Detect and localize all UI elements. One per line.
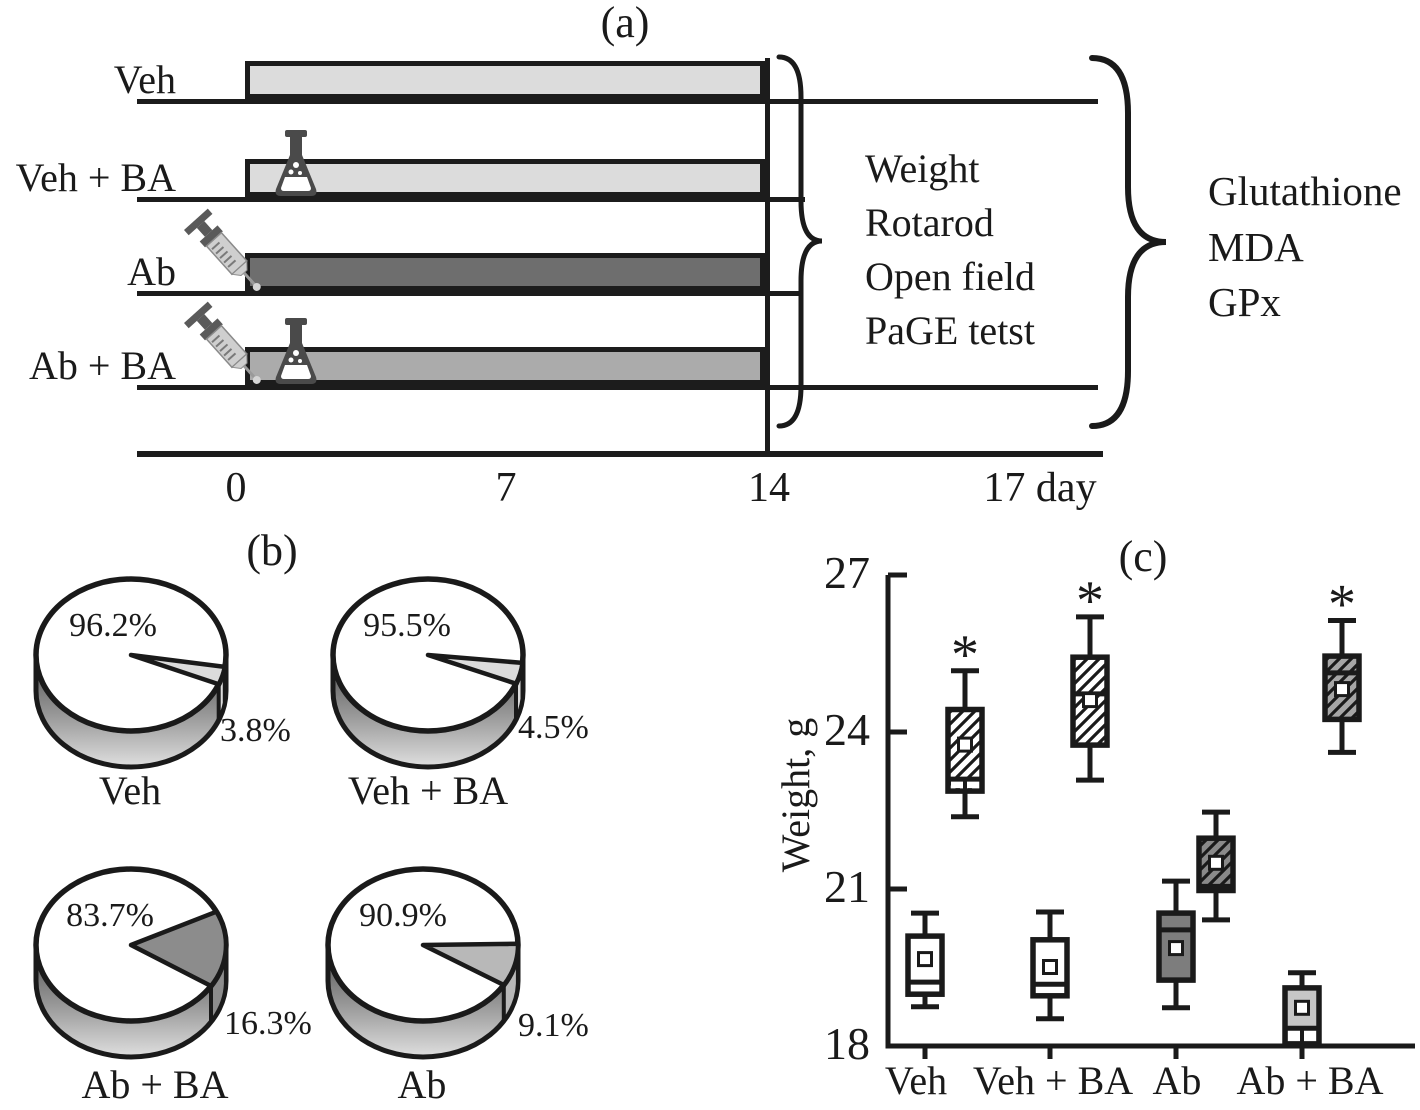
x-category-ab-ba: Ab + BA — [1236, 1058, 1384, 1103]
pie-chart-ab — [325, 866, 521, 1060]
braces-decoration — [776, 54, 1167, 429]
pie-main-pct: 83.7% — [66, 897, 154, 934]
y-tick-21: 21 — [824, 861, 870, 912]
timeline-line-veh — [137, 99, 1098, 104]
pie-slice-pct: 4.5% — [518, 709, 589, 746]
timeline-axis — [137, 451, 1103, 457]
y-tick-18: 18 — [824, 1018, 870, 1069]
pie-chart-veh — [33, 576, 229, 770]
syringe-icon — [183, 301, 261, 384]
group-label-veh: Veh — [113, 57, 176, 102]
pie-title: Veh + BA — [347, 768, 509, 813]
timeline-tick-17: 17 day — [983, 465, 1097, 511]
syringe-icon — [183, 208, 261, 291]
svg-text:*: * — [1076, 570, 1104, 632]
svg-text:*: * — [951, 624, 979, 686]
x-category-veh-ba: Veh + BA — [972, 1058, 1134, 1103]
pie-main-pct: 96.2% — [69, 607, 157, 644]
test-item: Weight — [865, 146, 980, 191]
timeline-line-ab — [137, 291, 800, 296]
y-tick-24: 24 — [824, 704, 870, 755]
treatment-bar-veh — [245, 61, 765, 99]
pie-title: Ab — [397, 1062, 447, 1107]
pie-main-pct: 90.9% — [359, 897, 447, 934]
pie-main-pct: 95.5% — [363, 607, 451, 644]
svg-text:*: * — [1328, 574, 1356, 636]
timeline-tick-0: 0 — [225, 465, 247, 511]
test-item: Open field — [865, 254, 1035, 299]
pie-slice-pct: 16.3% — [224, 1005, 312, 1042]
timeline-line-veh-ba — [137, 197, 805, 202]
assay-item: GPx — [1208, 279, 1281, 325]
timeline-tick-14: 14 — [748, 465, 790, 511]
test-item: PaGE tetst — [865, 308, 1035, 353]
pie-chart-veh-ba — [330, 576, 526, 770]
test-item: Rotarod — [865, 200, 994, 245]
x-category-ab: Ab — [1152, 1058, 1202, 1103]
day14-marker-line — [765, 58, 770, 456]
treatment-bar-veh-ba — [245, 159, 765, 197]
pie-slice-pct: 3.8% — [220, 712, 291, 749]
group-label-ab-ba: Ab + BA — [28, 343, 176, 388]
tests-brace — [776, 54, 823, 429]
pie-chart-ab-ba — [33, 866, 229, 1060]
flask-icon — [275, 318, 317, 384]
box-plot: * * * — [885, 570, 1415, 1059]
group-label-ab: Ab — [127, 249, 176, 294]
assay-item: MDA — [1208, 224, 1304, 270]
timeline-line-ab-ba — [137, 385, 1098, 390]
panel-b-title: (b) — [246, 526, 298, 575]
treatment-bar-ab-ba — [245, 347, 765, 385]
pie-slice-pct: 9.1% — [518, 1007, 589, 1044]
group-label-veh-ba: Veh + BA — [15, 155, 176, 200]
y-tick-27: 27 — [824, 547, 870, 598]
assay-item: Glutathione — [1208, 168, 1402, 214]
pie-title: Ab + BA — [81, 1062, 229, 1107]
pie-title: Veh — [98, 768, 162, 813]
x-category-veh: Veh — [884, 1058, 948, 1103]
treatment-bar-ab — [245, 253, 765, 291]
assays-brace — [1089, 55, 1167, 429]
timeline-tick-7: 7 — [495, 465, 517, 511]
flask-icon — [275, 130, 317, 196]
panel-a-title: (a) — [600, 0, 650, 47]
panel-c-title: (c) — [1118, 532, 1168, 581]
